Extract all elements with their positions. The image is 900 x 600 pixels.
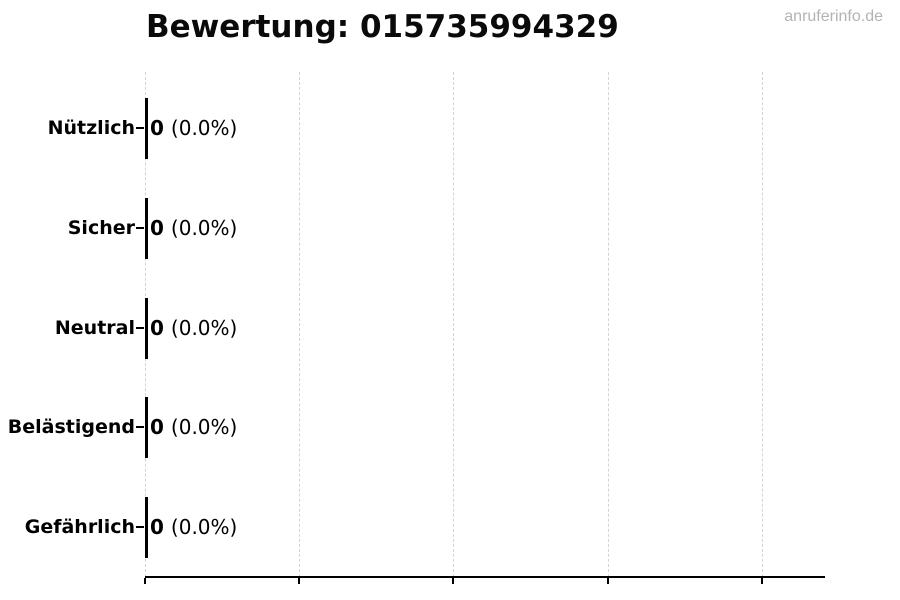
value-count: 0 [150,316,164,340]
value-percent: (0.0%) [170,415,238,439]
value-count: 0 [150,515,164,539]
value-annotation: 0 (0.0%) [150,316,237,340]
x-axis-tick [607,578,609,584]
value-annotation: 0 (0.0%) [150,515,237,539]
category-label: Sicher [67,217,135,239]
bar-row: Belästigend 0 (0.0%) [0,377,900,477]
value-annotation: 0 (0.0%) [150,415,237,439]
zero-bar-outline [145,97,148,159]
x-axis-tick [452,578,454,584]
zero-bar-outline [145,496,148,558]
value-annotation: 0 (0.0%) [150,216,237,240]
value-annotation: 0 (0.0%) [150,116,237,140]
chart-title: Bewertung: 015735994329 [146,9,619,45]
x-axis-tick [298,578,300,584]
zero-bar-outline [145,297,148,359]
vertical-gridline [762,72,763,577]
category-label: Neutral [54,317,135,339]
x-axis-tick [761,578,763,584]
y-axis-tick [136,526,144,528]
bar-row: Nützlich 0 (0.0%) [0,78,900,178]
y-axis-tick [136,127,144,129]
value-count: 0 [150,116,164,140]
category-label: Nützlich [47,117,135,139]
zero-bar-outline [145,197,148,259]
y-axis-tick [136,227,144,229]
vertical-gridline [299,72,300,577]
x-axis-line [145,576,825,578]
vertical-gridline [453,72,454,577]
x-axis-tick [144,578,146,584]
zero-bar-outline [145,396,148,458]
watermark-text: anruferinfo.de [784,8,883,25]
y-axis-tick [136,327,144,329]
y-axis-tick [136,426,144,428]
bar-row: Gefährlich 0 (0.0%) [0,477,900,577]
bar-row: Neutral 0 (0.0%) [0,278,900,378]
vertical-gridline [608,72,609,577]
value-percent: (0.0%) [170,116,238,140]
value-percent: (0.0%) [170,216,238,240]
category-label: Belästigend [7,416,135,438]
value-percent: (0.0%) [170,515,238,539]
value-count: 0 [150,415,164,439]
bar-row: Sicher 0 (0.0%) [0,178,900,278]
category-label: Gefährlich [24,516,135,538]
value-percent: (0.0%) [170,316,238,340]
value-count: 0 [150,216,164,240]
